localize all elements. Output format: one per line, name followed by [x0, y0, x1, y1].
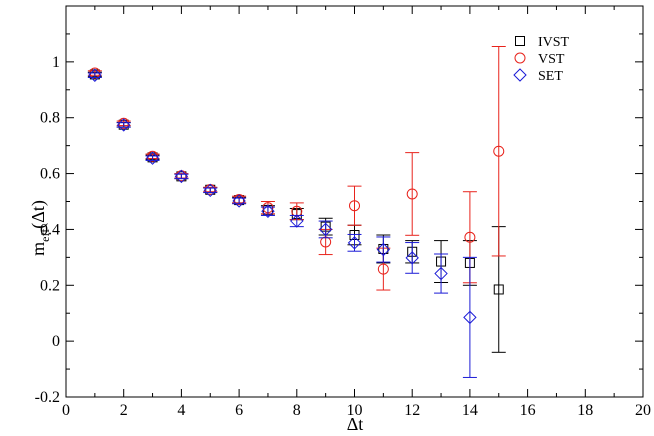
- legend-marker-ivst: [515, 36, 525, 46]
- x-tick-label: 2: [120, 402, 128, 419]
- data-point-set: [318, 222, 333, 237]
- data-point-vst: [377, 263, 389, 275]
- y-axis-label-sub: eff: [38, 229, 52, 242]
- x-tick-label: 18: [577, 402, 593, 419]
- data-point-set: [174, 169, 189, 184]
- x-tick-label: 8: [293, 402, 301, 419]
- y-tick-label: 0.4: [40, 221, 60, 238]
- x-tick-label: 16: [520, 402, 536, 419]
- data-point-set: [232, 194, 246, 208]
- series-layer: [87, 45, 506, 378]
- data-point-vst: [406, 188, 418, 200]
- legend-label-vst: VST: [538, 52, 565, 67]
- legend-marker-vst: [514, 52, 526, 64]
- y-axis-label-tail: (Δt): [28, 200, 49, 229]
- y-axis-label-main: m: [28, 242, 48, 256]
- y-tick-label: 0.8: [40, 110, 60, 127]
- y-tick-label: 0.2: [40, 277, 60, 294]
- x-axis-label: Δt: [347, 414, 364, 434]
- data-point-set: [290, 214, 304, 228]
- y-tick-label: 0: [52, 333, 60, 350]
- legend-marker-set: [513, 68, 527, 82]
- data-point-vst: [464, 231, 476, 243]
- x-tick-label: 12: [404, 402, 420, 419]
- data-point-set: [463, 310, 477, 325]
- y-tick-label: -0.2: [35, 389, 60, 406]
- data-point-set: [145, 151, 160, 165]
- data-point-ivst: [493, 284, 504, 295]
- data-point-set: [116, 118, 131, 132]
- y-tick-label: 1: [52, 54, 60, 71]
- data-point-set: [203, 183, 217, 198]
- data-point-set: [261, 204, 275, 218]
- y-axis-ticks: -0.2 0 0.2 0.4 0.6 0.8 1: [35, 33, 643, 406]
- series-vst: [87, 45, 506, 291]
- data-point-vst: [493, 145, 505, 157]
- legend-label-ivst: IVST: [538, 35, 570, 50]
- x-tick-label: 6: [235, 402, 243, 419]
- data-point-vst: [349, 200, 360, 212]
- x-tick-label: 0: [62, 402, 70, 419]
- x-tick-label: 4: [177, 402, 185, 419]
- legend-label-set: SET: [538, 69, 563, 84]
- legend: IVST VST SET: [513, 35, 570, 84]
- data-point-set: [405, 251, 419, 265]
- y-axis-label: meff(Δt): [28, 200, 52, 256]
- data-point-set: [376, 242, 391, 257]
- data-point-set: [88, 68, 102, 82]
- x-axis-ticks: 0 2 4 6 8 10 12 14 16 18 20: [62, 6, 651, 419]
- x-tick-label: 14: [462, 402, 478, 419]
- series-set: [87, 68, 477, 378]
- data-point-set: [434, 266, 448, 281]
- x-tick-label: 10: [347, 402, 363, 419]
- data-point-set: [347, 236, 362, 250]
- x-tick-label: 20: [635, 402, 651, 419]
- y-tick-label: 0.6: [40, 166, 60, 183]
